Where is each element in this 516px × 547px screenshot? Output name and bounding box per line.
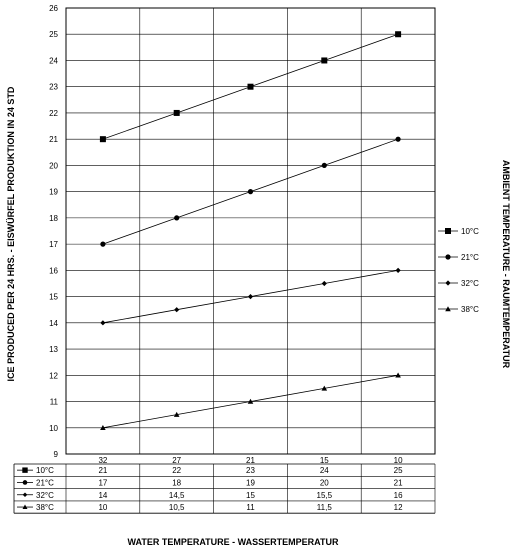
y-tick-label: 22 xyxy=(49,109,58,118)
x-tick-label: 15 xyxy=(320,456,329,465)
marker-diamond xyxy=(100,320,106,326)
marker-square xyxy=(173,109,180,116)
table-cell: 10 xyxy=(98,503,107,512)
marker-triangle xyxy=(173,411,180,417)
table-series-name: 32°C xyxy=(36,491,54,500)
y-tick-label: 26 xyxy=(49,4,58,13)
marker-diamond xyxy=(321,280,327,287)
marker-triangle xyxy=(395,372,401,378)
y-tick-label: 14 xyxy=(49,319,58,328)
x-tick-label: 27 xyxy=(172,456,181,465)
series-32C-line xyxy=(100,267,401,326)
y-tick-label: 24 xyxy=(49,56,58,65)
table-cell: 22 xyxy=(172,466,181,475)
marker-triangle xyxy=(22,504,28,510)
x-tick-label: 21 xyxy=(246,456,255,465)
y-axis-title: ICE PRODUCED PER 24 HRS. - EISWÜRFEL PRO… xyxy=(6,86,16,381)
marker-square xyxy=(445,228,451,234)
table-cell: 15,5 xyxy=(317,491,333,500)
y-tick-label: 15 xyxy=(49,293,58,302)
series-lines xyxy=(99,31,402,431)
table-cell: 12 xyxy=(394,503,403,512)
marker-circle xyxy=(174,215,180,221)
table-series-name: 21°C xyxy=(36,478,54,487)
plot-grid xyxy=(65,7,436,455)
marker-circle xyxy=(321,162,327,169)
table-cell: 23 xyxy=(246,466,255,475)
y-tick-label: 23 xyxy=(49,83,58,92)
marker-circle xyxy=(395,136,401,142)
table-cell: 24 xyxy=(320,466,329,475)
data-table: 10°C 21 22 23 24 25 21°C 17 18 19 20 21 32°C 14 14,5 15… xyxy=(13,463,436,514)
marker-square xyxy=(247,83,254,90)
marker-square xyxy=(321,57,328,64)
y-tick-label: 25 xyxy=(49,30,58,39)
y-tick-label: 12 xyxy=(49,371,58,380)
y-tick-label: 21 xyxy=(49,135,58,144)
table-cell: 11 xyxy=(246,503,255,512)
table-cell: 18 xyxy=(172,478,181,487)
y-tick-label: 17 xyxy=(49,240,58,249)
series-10C-line xyxy=(99,31,402,143)
table-cell: 16 xyxy=(394,491,403,500)
table-series-name: 38°C xyxy=(36,503,54,512)
table-cell: 19 xyxy=(246,478,255,487)
y-tick-label: 20 xyxy=(49,161,58,170)
table-cell: 21 xyxy=(98,466,107,475)
marker-diamond xyxy=(22,492,28,498)
legend-title: AMBIENT TEMPERATURE - RAUMTEMPERATUR xyxy=(501,160,511,369)
table-cell: 25 xyxy=(394,466,403,475)
marker-triangle xyxy=(321,385,328,391)
plot-frame xyxy=(65,7,436,455)
x-tick-label: 32 xyxy=(98,456,107,465)
marker-circle xyxy=(22,480,28,485)
y-tick-label: 11 xyxy=(50,398,59,407)
table-cell: 11,5 xyxy=(317,503,333,512)
marker-diamond xyxy=(445,280,451,286)
series-21C-line xyxy=(100,136,401,247)
y-tick-label: 19 xyxy=(49,188,58,197)
y-tick-label: 18 xyxy=(49,214,58,223)
table-series-name: 10°C xyxy=(36,466,54,475)
legend-label: 21°C xyxy=(461,253,479,262)
marker-triangle xyxy=(445,306,451,312)
marker-diamond xyxy=(247,293,254,300)
table-cell: 20 xyxy=(320,478,329,487)
x-tick-label: 10 xyxy=(394,456,403,465)
table-cell: 15 xyxy=(246,491,255,500)
table-cell: 10,5 xyxy=(169,503,185,512)
marker-triangle xyxy=(100,424,106,431)
marker-circle xyxy=(100,241,106,247)
legend-label: 38°C xyxy=(461,305,479,314)
table-cell: 14,5 xyxy=(169,491,185,500)
x-axis-title: WATER TEMPERATURE - WASSERTEMPERATUR xyxy=(128,537,339,547)
legend: 10°C 21°C 32°C 38°C xyxy=(438,227,479,314)
y-tick-label: 13 xyxy=(49,345,58,354)
marker-circle xyxy=(445,254,451,260)
table-cell: 14 xyxy=(98,491,107,500)
x-axis-ticks: 32 27 21 15 10 xyxy=(98,456,403,465)
y-tick-label: 16 xyxy=(49,266,58,275)
table-cell: 21 xyxy=(394,478,403,487)
y-axis-ticks: 9 10 11 12 13 14 15 16 17 18 19 20 21 22 23 24 25 26 xyxy=(49,4,58,459)
marker-circle xyxy=(247,189,254,195)
series-38C-line xyxy=(100,372,401,431)
y-tick-label: 10 xyxy=(49,424,58,433)
table-cell: 17 xyxy=(98,478,107,487)
legend-label: 10°C xyxy=(461,227,479,236)
marker-diamond xyxy=(174,307,180,313)
marker-square xyxy=(22,467,28,473)
marker-square xyxy=(395,31,402,38)
legend-label: 32°C xyxy=(461,279,479,288)
y-tick-label: 9 xyxy=(54,450,59,459)
marker-diamond xyxy=(395,267,401,273)
marker-square xyxy=(99,136,106,143)
marker-triangle xyxy=(247,398,254,404)
